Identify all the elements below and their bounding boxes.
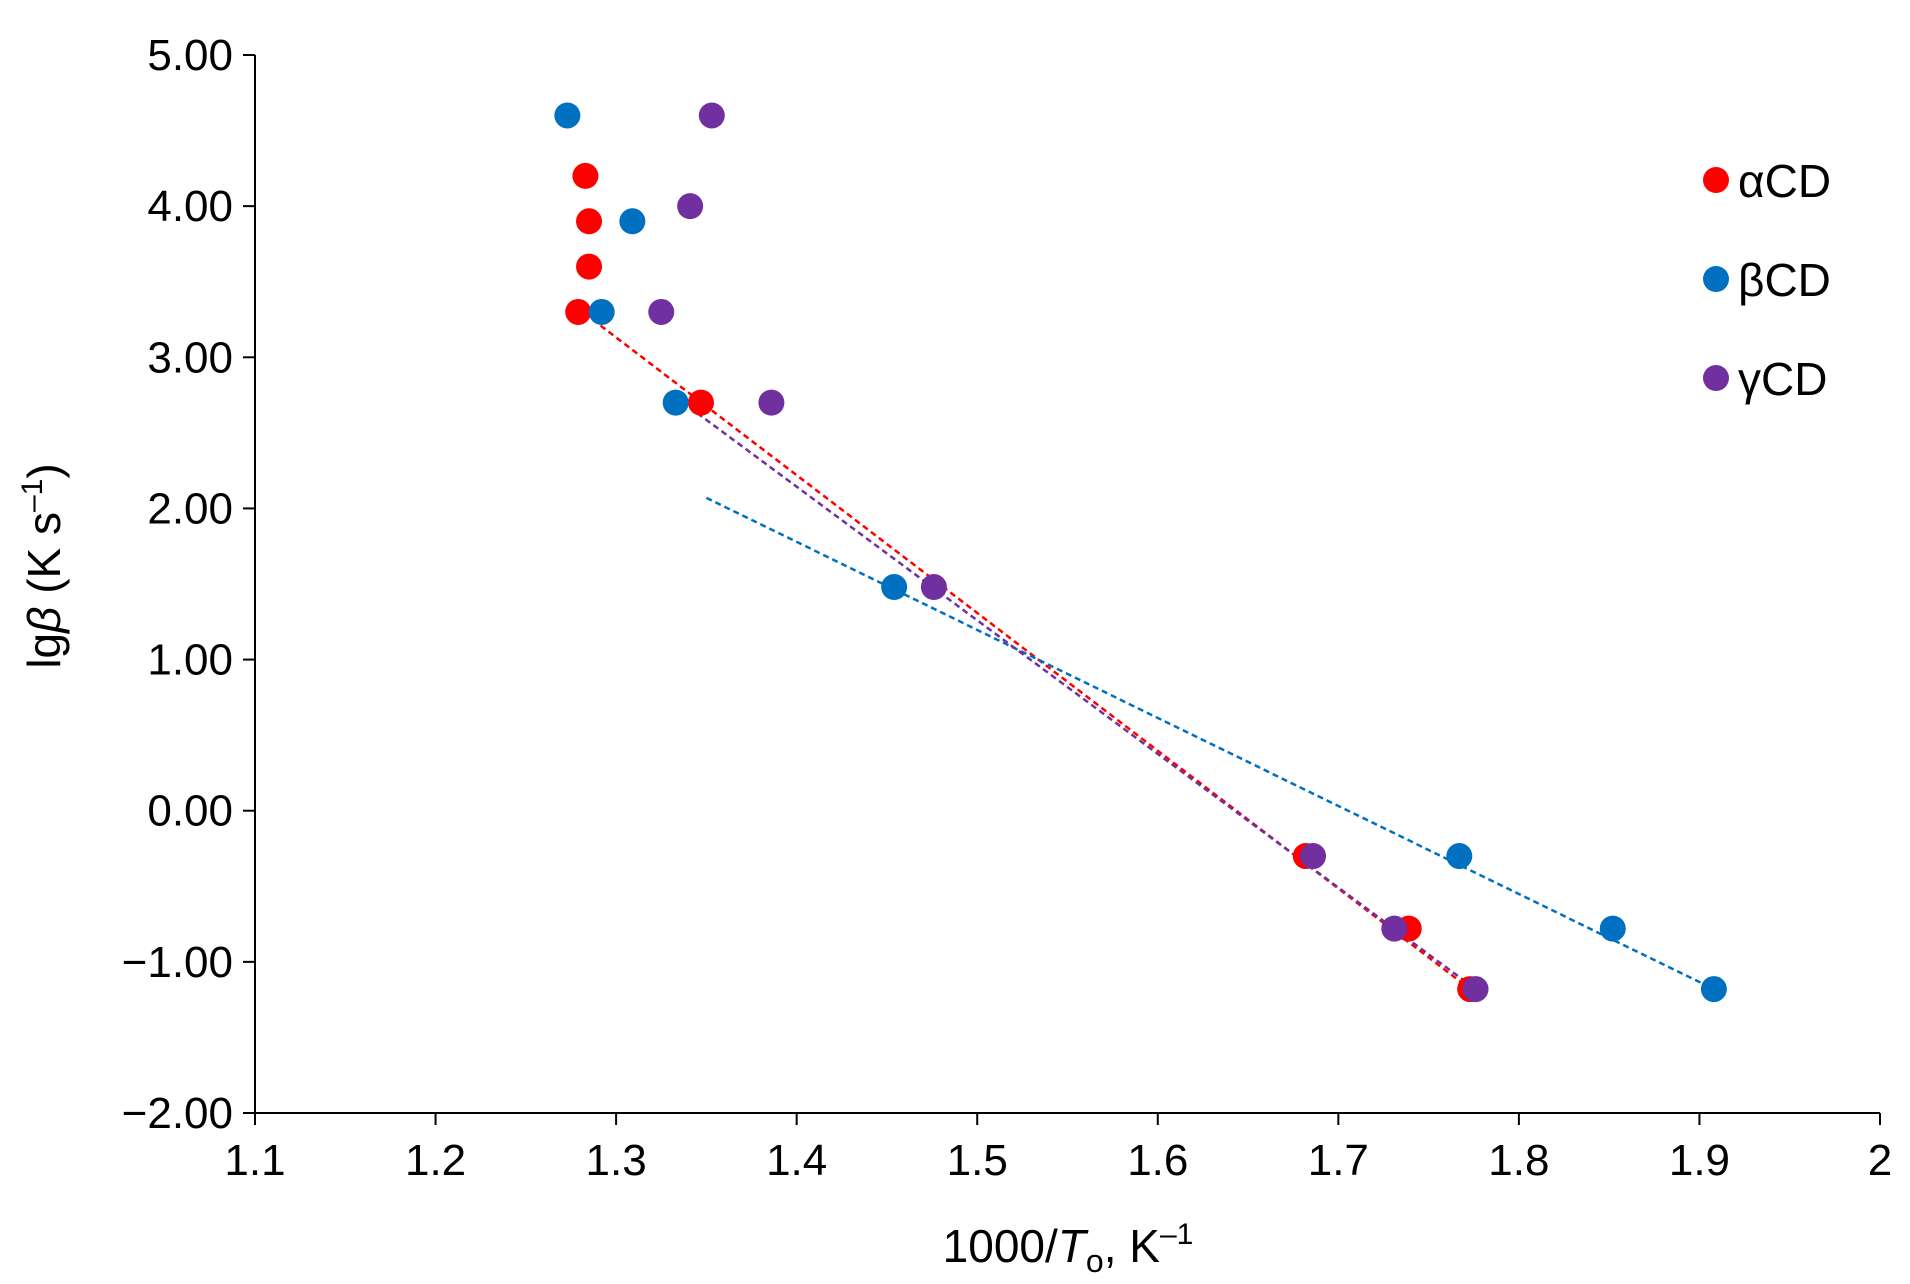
- data-point--cd: [648, 298, 675, 325]
- legend-label--cd: αCD: [1738, 155, 1831, 207]
- y-tick-label: 2.00: [147, 484, 233, 533]
- y-axis-title-exp: –1: [16, 479, 49, 512]
- x-tick-label: 2: [1868, 1136, 1892, 1185]
- x-tick-label: 1.8: [1488, 1136, 1549, 1185]
- legend-label--cd: γCD: [1738, 353, 1827, 405]
- data-point--cd: [1300, 843, 1327, 870]
- data-point--cd: [1381, 915, 1408, 942]
- data-point--cd: [565, 298, 592, 325]
- data-point--cd: [1599, 915, 1626, 942]
- trendline--cd: [696, 412, 1477, 991]
- data-points: [554, 102, 1727, 1003]
- trendline--cd: [591, 318, 1471, 991]
- x-tick-label: 1.6: [1127, 1136, 1188, 1185]
- y-axis-title-prefix: lg: [18, 633, 70, 669]
- x-axis-title-prefix: 1000/: [943, 1220, 1058, 1272]
- x-axis-title-sub: o: [1086, 1243, 1104, 1279]
- data-point--cd: [920, 574, 947, 601]
- data-point--cd: [1700, 976, 1727, 1003]
- x-axis-title-exp: –1: [1160, 1218, 1193, 1251]
- y-axis-title-close: ): [18, 463, 70, 478]
- x-tick-label: 1.7: [1308, 1136, 1369, 1185]
- x-axis-title: 1000/To, K–1: [943, 1218, 1194, 1279]
- data-point--cd: [554, 102, 581, 129]
- data-point--cd: [881, 574, 908, 601]
- data-point--cd: [576, 253, 603, 280]
- y-tick-label: 0.00: [147, 787, 233, 836]
- legend-marker--cd: [1703, 266, 1729, 292]
- x-tick-label: 1.4: [766, 1136, 827, 1185]
- data-point--cd: [687, 389, 714, 416]
- y-tick-label: 1.00: [147, 636, 233, 685]
- y-axis-title-unit: (K s: [18, 512, 70, 607]
- legend-marker--cd: [1703, 167, 1729, 193]
- axes: [254, 55, 1880, 1114]
- y-tick-label: 4.00: [147, 182, 233, 231]
- data-point--cd: [698, 102, 725, 129]
- y-axis-title-var: β: [18, 607, 70, 635]
- y-tick-label: −1.00: [122, 938, 233, 987]
- data-point--cd: [662, 389, 689, 416]
- data-point--cd: [576, 208, 603, 235]
- x-tick-label: 1.2: [405, 1136, 466, 1185]
- x-tick-label: 1.1: [224, 1136, 285, 1185]
- x-axis-title-unit: , K: [1104, 1220, 1161, 1272]
- legend: αCD βCD γCD: [1703, 155, 1831, 405]
- legend-marker--cd: [1703, 365, 1729, 391]
- trendline--cd: [705, 496, 1715, 991]
- y-axis-title: lgβ (K s–1): [16, 463, 70, 668]
- y-ticks: 5.00 4.00 3.00 2.00 1.00 0.00 −1.00 −2.00: [122, 31, 255, 1138]
- data-point--cd: [677, 193, 704, 220]
- y-tick-label: 3.00: [147, 333, 233, 382]
- x-tick-label: 1.3: [586, 1136, 647, 1185]
- x-tick-label: 1.5: [947, 1136, 1008, 1185]
- legend-label--cd: βCD: [1738, 254, 1831, 306]
- data-point--cd: [1446, 843, 1473, 870]
- x-tick-label: 1.9: [1669, 1136, 1730, 1185]
- data-point--cd: [619, 208, 646, 235]
- y-tick-label: 5.00: [147, 31, 233, 80]
- data-point--cd: [758, 389, 785, 416]
- data-point--cd: [1462, 976, 1489, 1003]
- x-ticks: 1.1 1.2 1.3 1.4 1.5 1.6 1.7 1.8 1.9 2: [224, 1113, 1892, 1185]
- trendlines: [591, 318, 1715, 991]
- data-point--cd: [572, 162, 599, 189]
- x-axis-title-var: T: [1058, 1220, 1089, 1272]
- data-point--cd: [588, 298, 615, 325]
- y-tick-label: −2.00: [122, 1089, 233, 1138]
